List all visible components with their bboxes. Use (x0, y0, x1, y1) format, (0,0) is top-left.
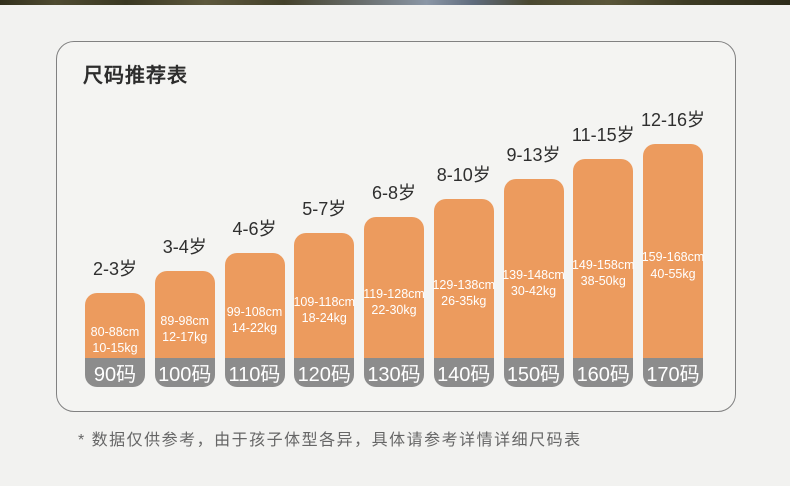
bar-fill (154, 271, 215, 358)
size-bar: 130码 119-128cm 22-30kg (363, 217, 425, 387)
bar-fill (85, 293, 145, 358)
age-range-label: 2-3岁 (92, 259, 137, 279)
bar-measurements: 159-168cm 40-55kg (641, 144, 705, 387)
footnote: * 数据仅供参考，由于孩子体型各异，具体请参考详情详细尺码表 (78, 432, 582, 449)
size-bar: 170码 159-168cm 40-55kg (641, 144, 705, 387)
age-range-label: 5-7岁 (302, 199, 347, 219)
weight-range: 12-17kg (162, 330, 208, 344)
weight-range: 38-50kg (580, 274, 626, 288)
bar-fill (224, 253, 285, 358)
bar-measurements: 109-118cm 18-24kg (293, 233, 356, 387)
bar-fill (503, 179, 564, 358)
height-range: 129-138cm (432, 277, 496, 292)
age-range-label: 8-10岁 (436, 165, 491, 185)
photo-strip (0, 0, 790, 5)
size-bar-chart: 2-3岁 90码 80-88cm 10-15kg 3-4岁 100码 89-98… (85, 109, 706, 387)
size-bar-column: 2-3岁 90码 80-88cm 10-15kg (85, 258, 145, 387)
bar-measurements: 99-108cm 14-22kg (225, 253, 285, 387)
weight-range: 14-22kg (231, 321, 278, 335)
age-range-label: 12-16岁 (640, 110, 706, 130)
height-range: 159-168cm (641, 250, 705, 264)
height-range: 80-88cm (90, 324, 140, 339)
age-range-label: 4-6岁 (232, 219, 277, 239)
size-code-label: 150码 (503, 358, 564, 387)
size-code-label: 120码 (294, 358, 355, 387)
bar-fill (573, 159, 634, 358)
bar-measurements: 149-158cm 38-50kg (571, 159, 635, 387)
size-bar-column: 5-7岁 120码 109-118cm 18-24kg (293, 198, 356, 387)
age-range-label: 3-4岁 (162, 237, 207, 257)
bar-measurements: 139-148cm 30-42kg (502, 179, 565, 387)
weight-range: 10-15kg (92, 341, 138, 355)
size-chart-card: 尺码推荐表 2-3岁 90码 80-88cm 10-15kg 3-4岁 100码… (56, 41, 736, 412)
size-bar-column: 6-8岁 130码 119-128cm 22-30kg (363, 182, 425, 387)
bar-measurements: 89-98cm 12-17kg (155, 271, 215, 387)
size-code-label: 100码 (154, 358, 215, 387)
age-range-label: 9-13岁 (506, 145, 561, 165)
size-code-label: 170码 (643, 358, 703, 387)
size-bar: 150码 139-148cm 30-42kg (502, 179, 565, 387)
bar-measurements: 119-128cm 22-30kg (363, 217, 425, 387)
size-code-label: 130码 (364, 358, 424, 387)
bar-fill (433, 199, 494, 358)
weight-range: 30-42kg (510, 284, 557, 298)
size-bar-column: 4-6岁 110码 99-108cm 14-22kg (224, 218, 285, 387)
weight-range: 22-30kg (371, 303, 417, 317)
height-range: 119-128cm (363, 286, 425, 301)
bar-fill (294, 233, 355, 358)
size-bar-column: 11-15岁 160码 149-158cm 38-50kg (571, 124, 635, 387)
size-bar: 100码 89-98cm 12-17kg (154, 271, 215, 387)
bar-fill (643, 144, 703, 358)
height-range: 149-158cm (571, 257, 635, 272)
height-range: 109-118cm (293, 294, 356, 309)
age-range-label: 11-15岁 (571, 125, 635, 145)
height-range: 139-148cm (502, 267, 565, 282)
weight-range: 40-55kg (650, 266, 696, 281)
size-bar: 110码 99-108cm 14-22kg (224, 253, 285, 387)
size-bar-column: 3-4岁 100码 89-98cm 12-17kg (154, 236, 215, 387)
size-code-label: 160码 (573, 358, 634, 387)
size-bar: 120码 109-118cm 18-24kg (293, 233, 356, 387)
bar-measurements: 80-88cm 10-15kg (85, 293, 145, 387)
size-bar-column: 12-16岁 170码 159-168cm 40-55kg (640, 109, 706, 387)
size-code-label: 140码 (433, 358, 494, 387)
age-range-label: 6-8岁 (371, 183, 416, 203)
size-bar-column: 8-10岁 140码 129-138cm 26-35kg (432, 164, 496, 387)
weight-range: 26-35kg (441, 294, 487, 308)
size-bar: 90码 80-88cm 10-15kg (85, 293, 145, 387)
bar-fill (364, 217, 424, 358)
size-code-label: 90码 (85, 358, 145, 387)
size-code-label: 110码 (224, 358, 285, 387)
page-title: 尺码推荐表 (83, 65, 188, 87)
height-range: 99-108cm (226, 304, 283, 319)
size-bar-column: 9-13岁 150码 139-148cm 30-42kg (502, 144, 565, 387)
size-bar: 140码 129-138cm 26-35kg (432, 199, 496, 387)
bar-measurements: 129-138cm 26-35kg (432, 199, 496, 387)
size-bar: 160码 149-158cm 38-50kg (571, 159, 635, 387)
weight-range: 18-24kg (301, 311, 347, 325)
height-range: 89-98cm (160, 313, 210, 328)
